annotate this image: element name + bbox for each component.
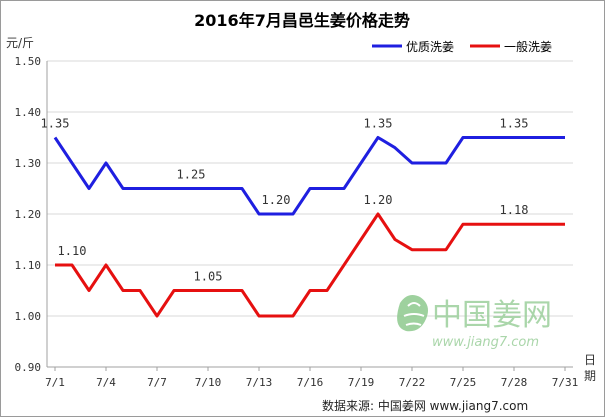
series-line-1 [55, 212, 565, 318]
data-label: 1.35 [41, 117, 70, 131]
data-label: 1.20 [262, 193, 291, 207]
y-tick-label: 1.00 [15, 310, 42, 323]
data-labels: 1.35 1.25 1.20 1.35 1.35 1.10 1.05 1.20 1.18 [41, 117, 529, 284]
y-tick-labels: 0.90 1.00 1.10 1.20 1.30 1.40 1.50 [15, 55, 42, 374]
x-tick-label: 7/22 [399, 376, 426, 389]
chart-title: 2016年7月昌邑生姜价格走势 [194, 11, 410, 30]
y-tick-label: 1.30 [15, 157, 42, 170]
y-tick-label: 0.90 [15, 361, 42, 374]
series-line-0 [53, 136, 565, 216]
data-source: 数据来源: 中国姜网 www.jiang7.com [322, 398, 528, 413]
x-tick-label: 7/7 [147, 376, 167, 389]
legend: 优质洗姜 一般洗姜 [372, 39, 552, 54]
x-tick-label: 7/1 [45, 376, 65, 389]
legend-label-premium: 优质洗姜 [406, 40, 454, 54]
data-label: 1.25 [177, 168, 206, 182]
x-tick-label: 7/31 [552, 376, 579, 389]
data-label: 1.05 [194, 270, 223, 284]
x-tick-label: 7/13 [246, 376, 273, 389]
watermark-url: www.jiang7.com [432, 335, 539, 350]
data-label: 1.20 [364, 193, 393, 207]
x-tick-label: 7/4 [96, 376, 116, 389]
watermark: 中国姜网 www.jiang7.com [397, 295, 552, 350]
y-axis-label: 元/斤 [6, 36, 34, 50]
x-axis-label: 日 期 [584, 353, 600, 383]
y-tick-label: 1.40 [15, 106, 42, 119]
x-tick-label: 7/16 [297, 376, 324, 389]
x-tick-label: 7/10 [195, 376, 222, 389]
legend-label-standard: 一般洗姜 [504, 39, 552, 54]
series-lines [53, 136, 565, 318]
x-tick-labels: 7/1 7/4 7/7 7/10 7/13 7/16 7/19 7/22 7/25 7/28 7/3… [45, 367, 578, 389]
ginger-logo-icon [397, 295, 428, 332]
y-tick-label: 1.20 [15, 208, 42, 221]
y-tick-label: 1.50 [15, 55, 42, 68]
x-tick-label: 7/19 [348, 376, 375, 389]
x-tick-label: 7/28 [501, 376, 528, 389]
x-tick-label: 7/25 [450, 376, 477, 389]
data-label: 1.18 [500, 203, 529, 217]
data-label: 1.10 [58, 244, 87, 258]
watermark-brand: 中国姜网 [432, 298, 552, 333]
data-label: 1.35 [364, 117, 393, 131]
data-label: 1.35 [500, 117, 529, 131]
y-tick-label: 1.10 [15, 259, 42, 272]
